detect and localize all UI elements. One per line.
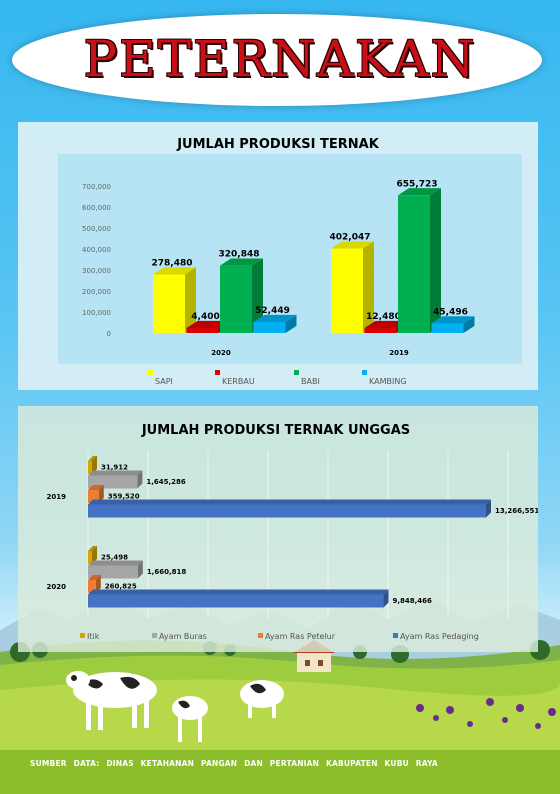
calf-icon bbox=[172, 696, 208, 742]
y-tick-label: 0 bbox=[107, 330, 111, 338]
bar-sapi-2019 bbox=[331, 241, 374, 333]
data-label: 31,912 bbox=[101, 464, 128, 472]
legend-swatch bbox=[393, 633, 398, 638]
legend-label: KERBAU bbox=[222, 377, 255, 386]
data-label: 52,449 bbox=[255, 306, 290, 316]
legend-label: Itik bbox=[87, 632, 100, 641]
bar-babi-2019 bbox=[398, 188, 441, 333]
page-title: PETERNAKAN bbox=[83, 30, 477, 88]
legend-label: SAPI bbox=[155, 377, 173, 386]
cow-grazing-icon bbox=[240, 680, 284, 718]
data-label: 9,848,466 bbox=[392, 597, 432, 605]
y-tick-label: 700,000 bbox=[82, 183, 111, 191]
data-label: 1,660,818 bbox=[147, 568, 187, 576]
legend-label: Ayam Buras bbox=[159, 632, 207, 641]
footer-source: SUMBER DATA: DINAS KETAHANAN PANGAN DAN … bbox=[30, 759, 438, 768]
y-category-label: 2020 bbox=[47, 583, 67, 591]
legend-label: KAMBING bbox=[369, 377, 407, 386]
legend-label: Ayam Ras Pedaging bbox=[400, 632, 479, 641]
data-label: 320,848 bbox=[219, 250, 260, 260]
chart-produksi-ternak: JUMLAH PRODUKSI TERNAK 0 100,000 200,000 30… bbox=[58, 137, 522, 386]
legend-label: Ayam Ras Petelur bbox=[265, 632, 336, 641]
y-tick-label: 100,000 bbox=[82, 309, 111, 317]
data-label: 13,266,551 bbox=[495, 507, 538, 515]
cow-icon bbox=[66, 671, 157, 730]
bar-sapi-2020 bbox=[153, 267, 196, 333]
y-tick-label: 400,000 bbox=[82, 246, 111, 254]
chart-panel-unggas bbox=[18, 406, 538, 652]
data-label: 12,480 bbox=[366, 312, 401, 322]
bar-babi-2020 bbox=[220, 258, 263, 333]
legend-label: BABI bbox=[301, 377, 320, 386]
data-label: 278,480 bbox=[152, 259, 193, 269]
data-label: 359,520 bbox=[108, 493, 140, 501]
legend-swatch bbox=[294, 370, 299, 375]
title-banner bbox=[12, 14, 542, 106]
bar-ayam-ras-petelur-2019 bbox=[88, 485, 104, 503]
chart2-title: JUMLAH PRODUKSI TERNAK UNGGAS bbox=[141, 423, 410, 438]
data-label: 4,400 bbox=[191, 312, 219, 322]
y-tick-label: 600,000 bbox=[82, 204, 111, 212]
y-tick-label: 200,000 bbox=[82, 288, 111, 296]
y-tick-label: 300,000 bbox=[82, 267, 111, 275]
chart1-title: JUMLAH PRODUKSI TERNAK bbox=[176, 137, 380, 152]
x-category-label: 2019 bbox=[389, 349, 409, 357]
bar-ayam-ras-pedaging-2019 bbox=[88, 499, 491, 518]
grass-foreground bbox=[0, 750, 560, 794]
x-category-label: 2020 bbox=[211, 349, 231, 357]
legend-swatch bbox=[148, 370, 153, 375]
bar-kambing-2020 bbox=[253, 314, 297, 333]
legend-swatch bbox=[152, 633, 157, 638]
legend-swatch bbox=[215, 370, 220, 375]
y-category-label: 2019 bbox=[47, 493, 67, 501]
data-label: 25,498 bbox=[101, 554, 128, 562]
legend-swatch bbox=[362, 370, 367, 375]
bar-itik-2019 bbox=[88, 456, 97, 474]
bar-ayam-ras-petelur-2020 bbox=[88, 575, 101, 593]
legend-swatch bbox=[80, 633, 85, 638]
bar-ayam-ras-pedaging-2020 bbox=[88, 589, 389, 608]
data-label: 1,645,286 bbox=[146, 478, 186, 486]
data-label: 655,723 bbox=[397, 179, 438, 189]
legend-swatch bbox=[258, 633, 263, 638]
bar-kambing-2019 bbox=[431, 316, 475, 333]
y-tick-label: 500,000 bbox=[82, 225, 111, 233]
bar-itik-2020 bbox=[88, 546, 97, 564]
data-label: 45,496 bbox=[433, 307, 468, 317]
data-label: 260,825 bbox=[105, 583, 137, 591]
chart-produksi-ternak-unggas: JUMLAH PRODUKSI TERNAK UNGGAS 2019 2020 3… bbox=[47, 423, 538, 641]
flower-cluster-icon bbox=[416, 698, 556, 729]
data-label: 402,047 bbox=[330, 233, 371, 243]
